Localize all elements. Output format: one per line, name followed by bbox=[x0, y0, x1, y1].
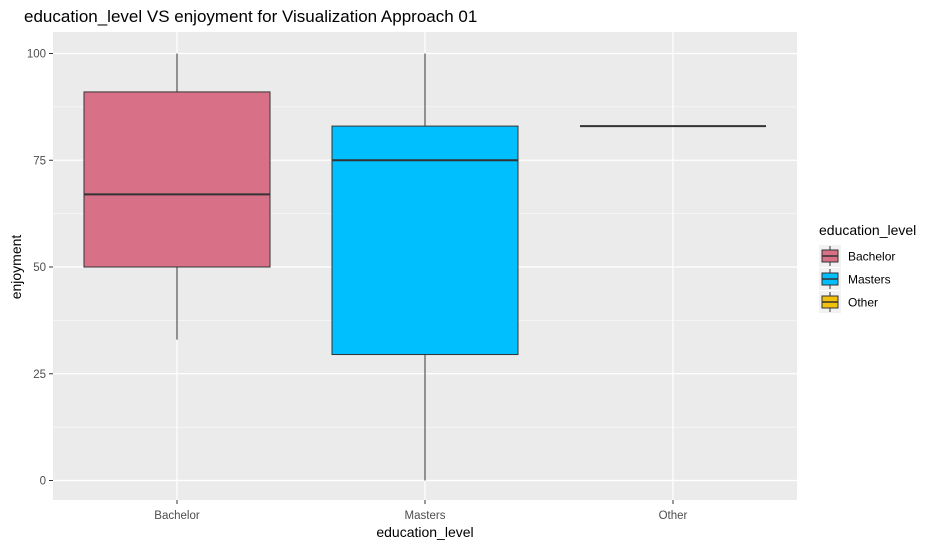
box-body bbox=[83, 91, 271, 268]
y-tick-label: 0 bbox=[40, 476, 46, 488]
x-tick-label: Other bbox=[659, 510, 688, 522]
y-tick-label: 75 bbox=[33, 155, 46, 167]
y-axis-title: enjoyment bbox=[8, 235, 24, 300]
y-tick-label: 25 bbox=[33, 369, 46, 381]
y-tick-label: 50 bbox=[33, 262, 46, 274]
legend-item-masters: Masters bbox=[819, 268, 891, 290]
box-bachelor bbox=[83, 53, 271, 340]
legend-item-bachelor: Bachelor bbox=[819, 245, 895, 267]
box-body bbox=[331, 125, 519, 356]
legend-label: Other bbox=[848, 296, 878, 310]
legend-label: Masters bbox=[848, 273, 891, 287]
y-tick-label: 100 bbox=[27, 49, 46, 61]
x-axis-title: education_level bbox=[376, 524, 473, 540]
boxes bbox=[83, 53, 766, 481]
legend: education_level Bachelor Masters Other bbox=[819, 222, 916, 313]
legend-label: Bachelor bbox=[848, 250, 895, 264]
box-masters bbox=[331, 53, 519, 481]
axes: 0 25 50 75 100 Bachelor Masters Other bbox=[27, 49, 688, 523]
chart-title: education_level VS enjoyment for Visuali… bbox=[24, 7, 477, 26]
x-tick-label: Bachelor bbox=[154, 510, 200, 522]
legend-item-other: Other bbox=[819, 291, 878, 313]
legend-title: education_level bbox=[819, 222, 916, 238]
x-tick-label: Masters bbox=[405, 510, 446, 522]
